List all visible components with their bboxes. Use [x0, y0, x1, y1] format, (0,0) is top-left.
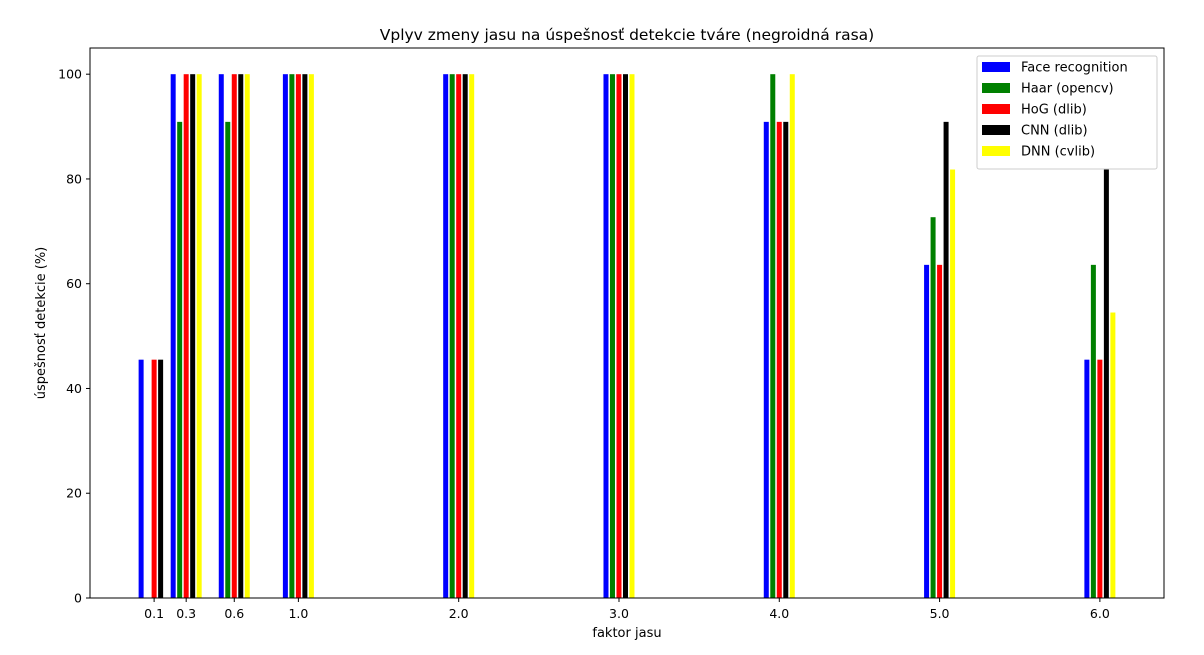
legend-label: Face recognition [1021, 61, 1128, 76]
x-tick-label: 3.0 [609, 606, 629, 621]
bar [289, 74, 295, 598]
legend: Face recognition Haar (opencv) HoG (dlib) C… [976, 55, 1158, 170]
legend-label: CNN (dlib) [1021, 124, 1088, 139]
bar [1097, 359, 1103, 598]
bar [603, 74, 609, 598]
bar [244, 74, 250, 598]
chart-title: Vplyv zmeny jasu na úspešnosť detekcie t… [380, 26, 874, 44]
legend-swatch [982, 125, 1010, 135]
y-tick-label: 0 [74, 591, 82, 606]
bar [469, 74, 475, 598]
bar [190, 74, 196, 598]
y-tick-label: 60 [66, 276, 82, 291]
bar [462, 74, 468, 598]
y-axis-label: úspešnosť detekcie (%) [34, 247, 49, 400]
x-tick-label: 0.6 [224, 606, 244, 621]
y-tick-label: 80 [66, 171, 82, 186]
bar [151, 359, 157, 598]
bar [950, 169, 956, 598]
bar [308, 74, 314, 598]
bar [443, 74, 449, 598]
x-tick-label: 0.1 [144, 606, 164, 621]
bar [218, 74, 224, 598]
legend-label: Haar (opencv) [1021, 82, 1114, 97]
bar [170, 74, 176, 598]
bar [225, 121, 231, 599]
legend-swatch [982, 146, 1010, 156]
bar [302, 74, 308, 598]
bar [770, 74, 776, 598]
bars-group [138, 74, 1116, 599]
bar [763, 121, 769, 599]
bar [282, 74, 288, 598]
bar [177, 121, 183, 599]
bar [449, 74, 455, 598]
x-tick-label: 5.0 [930, 606, 950, 621]
bar [1103, 169, 1109, 598]
bar [616, 74, 622, 598]
bar [196, 74, 202, 598]
x-tick-label: 1.0 [288, 606, 308, 621]
legend-swatch [982, 62, 1010, 72]
bar [183, 74, 189, 598]
legend-label: HoG (dlib) [1021, 103, 1087, 118]
x-axis-label: faktor jasu [592, 626, 661, 641]
bar [776, 121, 782, 599]
bar [783, 121, 789, 599]
bar [937, 264, 943, 598]
bar [138, 359, 144, 598]
legend-swatch [982, 83, 1010, 93]
bar [158, 359, 164, 598]
bar [238, 74, 244, 598]
bar [789, 74, 795, 598]
bar [622, 74, 628, 598]
bar [1110, 312, 1116, 598]
x-axis: 0.1 0.3 0.6 1.0 2.0 3.0 4.0 5.0 6.0 [144, 598, 1110, 621]
x-tick-label: 2.0 [449, 606, 469, 621]
bar [629, 74, 635, 598]
legend-label: DNN (cvlib) [1021, 145, 1095, 160]
plot-frame [89, 47, 1165, 599]
bar [924, 264, 930, 598]
x-tick-label: 4.0 [769, 606, 789, 621]
y-tick-label: 100 [58, 67, 82, 82]
legend-box [976, 55, 1158, 170]
legend-swatch [982, 104, 1010, 114]
bar [1090, 264, 1096, 598]
bar [231, 74, 237, 598]
bar [943, 121, 949, 599]
y-tick-label: 40 [66, 381, 82, 396]
x-tick-label: 6.0 [1090, 606, 1110, 621]
x-tick-label: 0.3 [176, 606, 196, 621]
bar [1084, 359, 1090, 598]
bar [930, 217, 936, 598]
bar [456, 74, 462, 598]
y-axis: 0 20 40 60 80 100 [58, 67, 90, 606]
y-tick-label: 20 [66, 486, 82, 501]
bar [295, 74, 301, 598]
bar [609, 74, 615, 598]
